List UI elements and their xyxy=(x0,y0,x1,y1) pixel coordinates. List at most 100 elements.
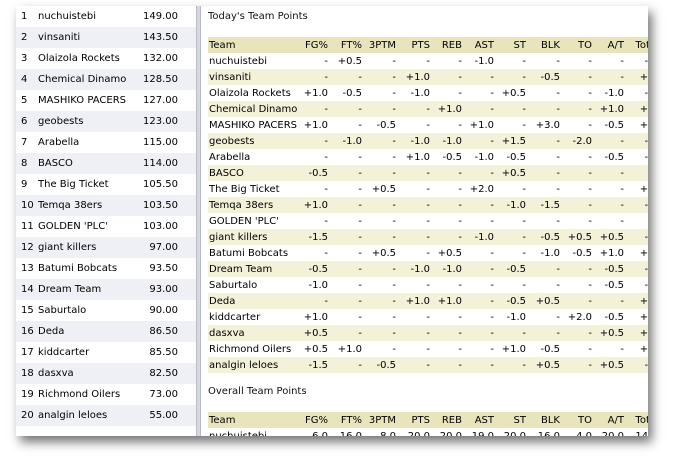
overall-value-cell: 19.0 xyxy=(464,428,496,436)
standings-row[interactable]: 13 Batumi Bobcats 93.50 xyxy=(16,258,196,279)
today-column-header[interactable]: Totals xyxy=(626,37,648,53)
standings-team: Deda xyxy=(36,321,128,342)
standings-row[interactable]: 18 dasxva 82.50 xyxy=(16,363,196,384)
standings-row[interactable]: 16 Deda 86.50 xyxy=(16,321,196,342)
today-value-cell: -2.0 xyxy=(562,133,594,149)
standings-points: 114.00 xyxy=(128,153,196,174)
today-column-header[interactable]: A/T xyxy=(594,37,626,53)
standings-row[interactable]: 19 Richmond Oilers 73.00 xyxy=(16,384,196,405)
today-column-header[interactable]: AST xyxy=(464,37,496,53)
standings-row[interactable]: 17 kiddcarter 85.50 xyxy=(16,342,196,363)
standings-row[interactable]: 2 vinsaniti 143.50 xyxy=(16,27,196,48)
today-team-cell: Dream Team xyxy=(208,261,302,277)
standings-row[interactable]: 14 Dream Team 93.00 xyxy=(16,279,196,300)
standings-row[interactable]: 12 giant killers 97.00 xyxy=(16,237,196,258)
overall-value-cell: 20.0 xyxy=(496,428,528,436)
today-team-cell: Richmond Oilers xyxy=(208,341,302,357)
today-column-header[interactable]: FG% xyxy=(302,37,330,53)
overall-column-header[interactable]: TO xyxy=(562,412,594,428)
standings-row[interactable]: 15 Saburtalo 90.00 xyxy=(16,300,196,321)
today-column-header[interactable]: PTS xyxy=(398,37,432,53)
today-column-header[interactable]: FT% xyxy=(330,37,364,53)
standings-row[interactable]: 3 Olaizola Rockets 132.00 xyxy=(16,48,196,69)
today-value-cell: - xyxy=(432,85,464,101)
standings-row[interactable]: 10 Temqa 38ers 103.50 xyxy=(16,195,196,216)
today-value-cell: - xyxy=(302,245,330,261)
today-value-cell: - xyxy=(432,53,464,69)
today-value-cell: -0.5 xyxy=(528,229,562,245)
standings-points: 73.00 xyxy=(149,389,178,400)
today-column-header[interactable]: Team xyxy=(208,37,302,53)
today-value-cell: -0.5 xyxy=(496,293,528,309)
today-value-cell: -1.0 xyxy=(626,357,648,373)
today-column-header[interactable]: TO xyxy=(562,37,594,53)
standings-row[interactable]: 1 nuchuistebi 149.00 xyxy=(16,6,196,27)
today-value-cell: +0.5 xyxy=(626,69,648,85)
standings-row[interactable]: 11 GOLDEN 'PLC' 103.00 xyxy=(16,216,196,237)
overall-value-cell: 149.0 xyxy=(626,428,648,436)
today-value-cell: - xyxy=(562,197,594,213)
today-value-cell: - xyxy=(562,357,594,373)
overall-column-header[interactable]: AST xyxy=(464,412,496,428)
today-value-cell: - xyxy=(528,213,562,229)
today-team-cell: vinsaniti xyxy=(208,69,302,85)
today-value-cell: +1.5 xyxy=(496,133,528,149)
today-value-cell: - xyxy=(562,53,594,69)
today-value-cell: - xyxy=(464,85,496,101)
today-team-cell: kiddcarter xyxy=(208,309,302,325)
today-column-header[interactable]: REB xyxy=(432,37,464,53)
overall-column-header[interactable]: PTS xyxy=(398,412,432,428)
overall-column-header[interactable]: FG% xyxy=(302,412,330,428)
today-value-cell: - xyxy=(432,165,464,181)
today-team-cell: analgin leloes xyxy=(208,357,302,373)
standings-row[interactable]: 20 analgin leloes 55.00 xyxy=(16,405,196,426)
today-value-cell: - xyxy=(528,149,562,165)
today-value-cell: -0.5 xyxy=(594,117,626,133)
today-column-header[interactable]: ST xyxy=(496,37,528,53)
panel-splitter[interactable] xyxy=(196,6,201,436)
standings-row[interactable]: 4 Chemical Dinamo 128.50 xyxy=(16,69,196,90)
standings-points: 55.00 xyxy=(128,405,196,426)
standings-points: 105.50 xyxy=(143,179,178,190)
standings-row[interactable]: 5 MASHIKO PACERS 127.00 xyxy=(16,90,196,111)
today-value-cell: -1.0 xyxy=(464,149,496,165)
overall-column-header[interactable]: BLK xyxy=(528,412,562,428)
standings-points: 149.00 xyxy=(143,11,178,22)
standings-row[interactable]: 8 BASCO 114.00 xyxy=(16,153,196,174)
overall-column-header[interactable]: Totals xyxy=(626,412,648,428)
today-value-cell: - xyxy=(330,261,364,277)
today-value-cell: -1.5 xyxy=(626,149,648,165)
standings-points: 86.50 xyxy=(128,321,196,342)
today-value-cell: +0.5 xyxy=(594,229,626,245)
today-value-cell: +1.0 xyxy=(398,69,432,85)
standings-team: GOLDEN 'PLC' xyxy=(38,221,108,232)
today-row: MASHIKO PACERS +1.0- -0.5- - +1.0- +3.0- -0.5 +… xyxy=(208,117,648,133)
today-row: kiddcarter+1.0------1.0-+2.0-0.5+1.5 xyxy=(208,309,648,325)
team-points-panel[interactable]: Today's Team Points Team FG% FT% 3PTM PTS REB… xyxy=(202,6,648,436)
today-value-cell: - xyxy=(302,53,330,69)
standings-points: 132.00 xyxy=(143,53,178,64)
overall-column-header[interactable]: FT% xyxy=(330,412,364,428)
today-value-cell: -1.0 xyxy=(302,277,330,293)
standings-points: 82.50 xyxy=(128,363,196,384)
standings-row[interactable]: 6 geobests 123.00 xyxy=(16,111,196,132)
today-value-cell: - xyxy=(432,229,464,245)
today-value-cell: - xyxy=(364,85,398,101)
standings-row[interactable]: 9 The Big Ticket 105.50 xyxy=(16,174,196,195)
standings-team: Arabella xyxy=(38,137,80,148)
today-value-cell: - xyxy=(432,117,464,133)
standings-points: 93.50 xyxy=(149,263,178,274)
overall-value-cell: 16.0 xyxy=(330,428,364,436)
today-value-cell: - xyxy=(594,53,626,69)
today-column-header[interactable]: 3PTM xyxy=(364,37,398,53)
overall-column-header[interactable]: 3PTM xyxy=(364,412,398,428)
today-value-cell: - xyxy=(464,341,496,357)
overall-column-header[interactable]: ST xyxy=(496,412,528,428)
standings-row[interactable]: 7 Arabella 115.00 xyxy=(16,132,196,153)
today-value-cell: - xyxy=(464,293,496,309)
today-column-header[interactable]: BLK xyxy=(528,37,562,53)
overall-column-header[interactable]: A/T xyxy=(594,412,626,428)
overall-column-header[interactable]: Team xyxy=(208,412,302,428)
overall-column-header[interactable]: REB xyxy=(432,412,464,428)
